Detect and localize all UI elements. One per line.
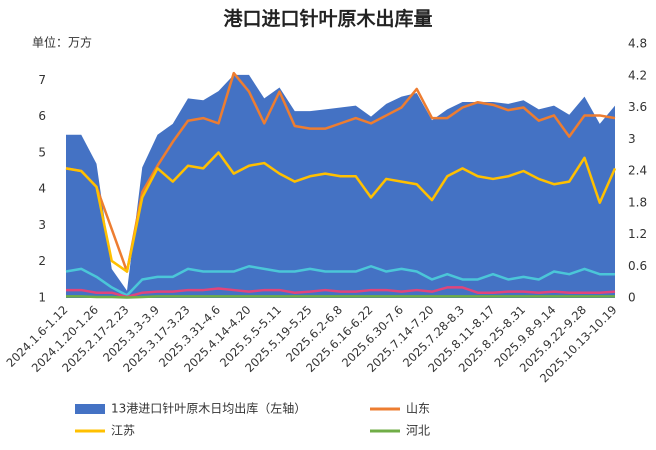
legend-label: 江苏 bbox=[111, 424, 135, 438]
y-tick-label: 1 bbox=[38, 291, 46, 305]
y2-tick-label: 1.2 bbox=[628, 227, 647, 241]
y-tick-label: 2 bbox=[38, 254, 46, 268]
y2-tick-label: 3 bbox=[628, 132, 636, 146]
line bbox=[65, 265, 615, 297]
y2-tick-label: 4.8 bbox=[628, 37, 647, 51]
legend-label: 13港进口针叶原木日均出库（左轴） bbox=[111, 401, 306, 416]
y-tick-label: 4 bbox=[38, 182, 46, 196]
y-tick-label: 5 bbox=[38, 145, 46, 159]
y-tick-label: 7 bbox=[38, 73, 46, 87]
y-unit: 单位：万方 bbox=[32, 35, 92, 50]
y-tick-label: 6 bbox=[38, 109, 46, 123]
y-tick-label: 3 bbox=[38, 218, 46, 232]
y2-tick-label: 4.2 bbox=[628, 68, 647, 82]
line bbox=[65, 71, 616, 273]
y2-tick-label: 3.6 bbox=[628, 100, 647, 114]
line bbox=[66, 295, 615, 299]
y2-tick-label: 2.4 bbox=[628, 164, 647, 178]
legend-label: 河北 bbox=[406, 424, 430, 438]
line bbox=[66, 286, 616, 299]
legend-label: 山东 bbox=[406, 402, 430, 416]
y2-tick-label: 0.6 bbox=[628, 259, 647, 273]
line bbox=[65, 151, 617, 273]
legend-swatch bbox=[75, 404, 105, 414]
area bbox=[66, 74, 615, 298]
y2-tick-label: 0 bbox=[628, 291, 636, 305]
y2-tick-label: 1.8 bbox=[628, 195, 647, 209]
chart-title: 港口进口针叶原木出库量 bbox=[223, 7, 432, 30]
